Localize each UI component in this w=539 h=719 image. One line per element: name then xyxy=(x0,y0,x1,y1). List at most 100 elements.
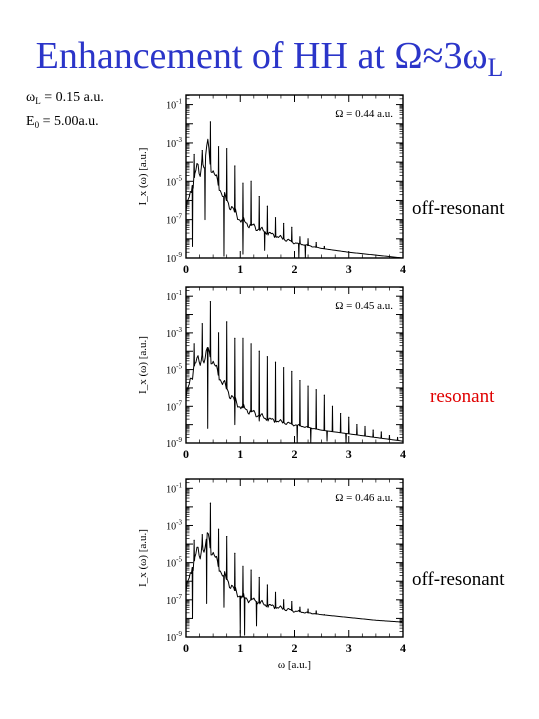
y-axis-label: I_x (ω) [a.u.] xyxy=(137,148,149,206)
harmonic-peak xyxy=(209,502,212,504)
title-main: Enhancement of HH at Ω≈3ω xyxy=(35,35,488,77)
harmonic-peak xyxy=(193,539,195,541)
harmonic-peak xyxy=(340,413,342,415)
harmonic-peak xyxy=(291,601,293,603)
harmonic-peak xyxy=(388,435,391,437)
harmonic-peak xyxy=(234,165,236,167)
harmonic-peak xyxy=(234,552,236,554)
harmonic-peak xyxy=(242,182,244,184)
y-axis-label: I_x (ω) [a.u.] xyxy=(137,336,149,394)
harmonic-peak xyxy=(291,226,293,228)
harmonic-peak xyxy=(250,343,252,345)
panel-annotation: Ω = 0.44 a.u. xyxy=(335,108,393,120)
y-tick-label: 10-5 xyxy=(166,556,182,570)
harmonic-peak xyxy=(258,196,260,198)
y-tick-label: 10-9 xyxy=(166,436,182,450)
harmonic-peak xyxy=(291,370,293,373)
x-tick-label: 1 xyxy=(237,262,243,276)
y-tick-label: 10-3 xyxy=(166,136,182,150)
param-symbol: E xyxy=(26,114,35,129)
title-subscript: L xyxy=(487,53,504,82)
y-tick-label: 10-5 xyxy=(166,174,182,188)
x-tick-label: 0 xyxy=(183,641,189,655)
panel-annotation: Ω = 0.46 a.u. xyxy=(335,492,393,504)
side-label-off-resonant-1: off-resonant xyxy=(412,198,505,219)
y-tick-label: 10-1 xyxy=(166,289,182,303)
x-tick-label: 3 xyxy=(346,447,352,461)
harmonic-peak xyxy=(250,569,252,571)
spectrum-line xyxy=(185,301,403,444)
harmonic-peak xyxy=(307,238,309,240)
harmonic-peak xyxy=(226,321,228,323)
harmonic-peak xyxy=(283,367,285,369)
y-tick-label: 10-3 xyxy=(166,518,182,532)
y-axis-label: I_x (ω) [a.u.] xyxy=(137,529,149,587)
y-tick-label: 10-7 xyxy=(166,593,182,607)
chart-panel-1: 10-9 10-7 10-5 10-3 10-1 0 1 2 3 4 I_x (ω) [a.u.] Ω… xyxy=(137,94,406,276)
param-symbol: ω xyxy=(26,90,36,105)
harmonic-peak xyxy=(274,361,277,363)
harmonic-peak xyxy=(372,429,374,431)
x-tick-label: 3 xyxy=(346,641,352,655)
y-tick-label: 10-9 xyxy=(166,630,182,644)
harmonic-peak xyxy=(201,534,203,536)
harmonic-peak xyxy=(209,301,212,303)
harmonic-peak xyxy=(250,180,252,182)
harmonic-peak xyxy=(315,610,317,612)
harmonic-peak xyxy=(217,332,220,334)
harmonic-peak xyxy=(217,528,220,530)
y-tick-label: 10-3 xyxy=(166,326,182,340)
harmonic-peak xyxy=(209,121,212,123)
x-tick-label: 2 xyxy=(292,262,298,276)
harmonic-peak xyxy=(307,385,309,387)
y-tick-label: 10-7 xyxy=(166,213,182,227)
x-tick-label: 0 xyxy=(183,447,189,461)
harmonic-peak xyxy=(348,416,350,418)
param-subscript: 0 xyxy=(34,120,40,130)
y-tick-label: 10-7 xyxy=(166,399,182,413)
harmonic-peak xyxy=(193,343,195,345)
harmonic-peak xyxy=(234,337,236,339)
harmonic-peak xyxy=(201,150,203,152)
harmonic-peak xyxy=(356,424,358,426)
harmonic-peak xyxy=(201,323,203,325)
x-tick-label: 4 xyxy=(400,641,406,655)
harmonic-peak xyxy=(193,153,195,156)
chart-panel-2: 10-9 10-7 10-5 10-3 10-1 0 1 2 3 4 I_x (ω) [a.u.] Ω… xyxy=(137,286,406,461)
x-tick-label: 1 xyxy=(237,447,243,461)
x-tick-label: 1 xyxy=(237,641,243,655)
x-tick-label: 4 xyxy=(400,447,406,461)
harmonic-peak xyxy=(315,389,317,391)
harmonic-peak xyxy=(242,337,244,339)
y-tick-label: 10-1 xyxy=(166,98,182,112)
x-tick-label: 4 xyxy=(400,262,406,276)
param-subscript: L xyxy=(35,96,41,106)
x-axis-label: ω [a.u.] xyxy=(278,659,311,671)
harmonic-peak xyxy=(283,599,285,601)
harmonic-peak xyxy=(226,536,228,538)
spectrum-line xyxy=(185,121,403,259)
harmonic-peak xyxy=(226,148,228,150)
spectrum-line xyxy=(185,502,403,636)
side-label-off-resonant-2: off-resonant xyxy=(412,569,505,590)
harmonic-peak xyxy=(323,614,325,616)
x-tick-label: 2 xyxy=(292,447,298,461)
harmonic-peak xyxy=(299,236,301,238)
x-tick-label: 3 xyxy=(346,262,352,276)
panel-annotation: Ω = 0.45 a.u. xyxy=(335,300,393,312)
harmonic-peak xyxy=(315,242,317,244)
harmonic-peak xyxy=(283,222,285,225)
page-title: Enhancement of HH at Ω≈3ωL xyxy=(0,34,539,90)
param-omega-l: ωL = 0.15 a.u. xyxy=(26,90,104,106)
chart-panel-3: 10-9 10-7 10-5 10-3 10-1 0 1 2 3 4 I_x (ω) [a.u.] ω… xyxy=(137,478,406,671)
y-tick-label: 10-9 xyxy=(166,251,182,265)
harmonic-peak xyxy=(380,431,382,433)
harmonic-peak xyxy=(299,606,301,608)
harmonic-peak xyxy=(274,217,277,219)
x-tick-label: 0 xyxy=(183,262,189,276)
param-value: = 5.00a.u. xyxy=(39,114,99,129)
harmonic-peak xyxy=(266,356,268,358)
harmonic-peak xyxy=(331,405,334,407)
harmonic-peak xyxy=(364,425,366,428)
harmonic-peak xyxy=(258,576,260,579)
